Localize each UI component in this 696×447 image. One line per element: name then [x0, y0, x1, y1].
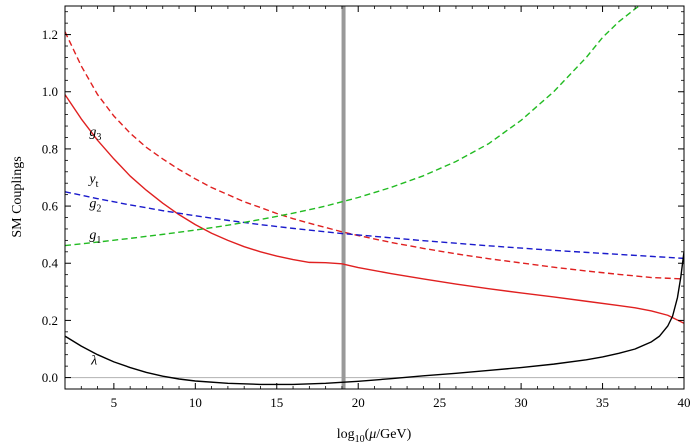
y-tick-label: 0.2 [42, 313, 58, 328]
x-tick-label: 25 [433, 395, 446, 410]
x-tick-label: 40 [678, 395, 691, 410]
x-tick-label: 15 [270, 395, 283, 410]
curve-label-g1: g1 [89, 228, 101, 246]
x-tick-label: 30 [515, 395, 528, 410]
y-tick-label: 0.0 [42, 370, 58, 385]
y-tick-label: 1.0 [42, 84, 58, 99]
axis-ticks: 5 10 15 20 25 30 35 40 0.0 0.2 0.4 0.6 0.8 1.0 1.2 [42, 6, 691, 410]
curve-label-yt: yt [87, 172, 98, 190]
curve-labels: g3 yt g2 g1 λ [87, 125, 101, 369]
series-line-yt [65, 94, 684, 324]
plot-area [65, 6, 684, 389]
y-tick-label: 0.6 [42, 199, 59, 214]
x-tick-label: 10 [189, 395, 202, 410]
y-tick-label: 0.4 [42, 256, 59, 271]
plot-background [65, 6, 684, 389]
curve-label-g2: g2 [89, 197, 101, 215]
y-axis-label: SM Couplings [10, 156, 25, 237]
x-tick-label: 5 [111, 395, 118, 410]
series-line-g2 [65, 191, 684, 260]
series-line-g1 [65, 6, 641, 247]
x-axis-label: log10(μ/GeV) [337, 427, 412, 445]
curve-label-g3: g3 [89, 125, 101, 143]
y-tick-label: 1.2 [42, 27, 58, 42]
curve-label-lambda: λ [90, 354, 97, 369]
y-tick-label: 0.8 [42, 141, 58, 156]
x-tick-label: 20 [352, 395, 365, 410]
x-tick-label: 35 [596, 395, 609, 410]
series-line-lambda [65, 251, 684, 386]
series-line-g3 [65, 31, 684, 280]
